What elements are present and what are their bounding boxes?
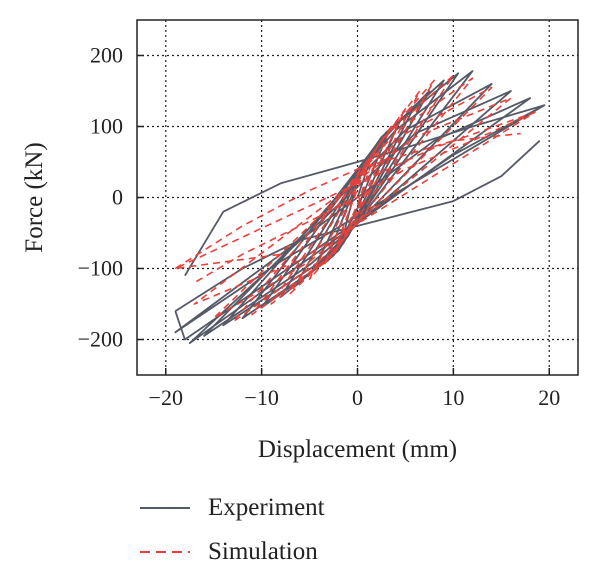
legend-item-simulation: Simulation — [140, 534, 325, 570]
legend-label-simulation: Simulation — [208, 538, 318, 565]
y-tick-label: 200 — [90, 43, 123, 68]
experiment-loop-7 — [241, 72, 460, 320]
legend-item-experiment: Experiment — [140, 490, 325, 526]
simulation-loop-12 — [194, 111, 536, 284]
experiment-loop-11 — [174, 97, 531, 334]
simulation-loop-1 — [337, 147, 378, 241]
legend-swatch-simulation — [140, 551, 190, 553]
legend-swatch-experiment — [140, 507, 190, 509]
x-tick-label: 10 — [442, 385, 464, 410]
simulation-loop-8 — [212, 86, 493, 319]
y-tick-label: 0 — [112, 185, 123, 210]
simulation-loop-10 — [174, 111, 536, 270]
simulation-loop-3 — [308, 108, 407, 280]
simulation-loop-4 — [289, 90, 421, 295]
y-tick-label: 100 — [90, 114, 123, 139]
x-axis-title: Displacement (mm) — [258, 436, 457, 463]
y-tick-label: −100 — [78, 256, 123, 281]
x-tick-label: 0 — [352, 385, 363, 410]
legend: Experiment Simulation — [140, 490, 325, 578]
plot-series — [174, 70, 546, 344]
simulation-loop-6 — [251, 74, 455, 316]
x-tick-label: −10 — [244, 385, 278, 410]
experiment-loop-12 — [174, 104, 546, 341]
y-tick-label: −200 — [78, 327, 123, 352]
x-tick-label: 20 — [538, 385, 560, 410]
simulation-loop-11 — [174, 132, 521, 270]
experiment-loop-14 — [184, 104, 545, 277]
y-axis-title: Force (kN) — [21, 142, 48, 252]
x-tick-label: −20 — [149, 385, 183, 410]
simulation-loop-5 — [270, 79, 435, 305]
legend-label-experiment: Experiment — [208, 494, 325, 521]
